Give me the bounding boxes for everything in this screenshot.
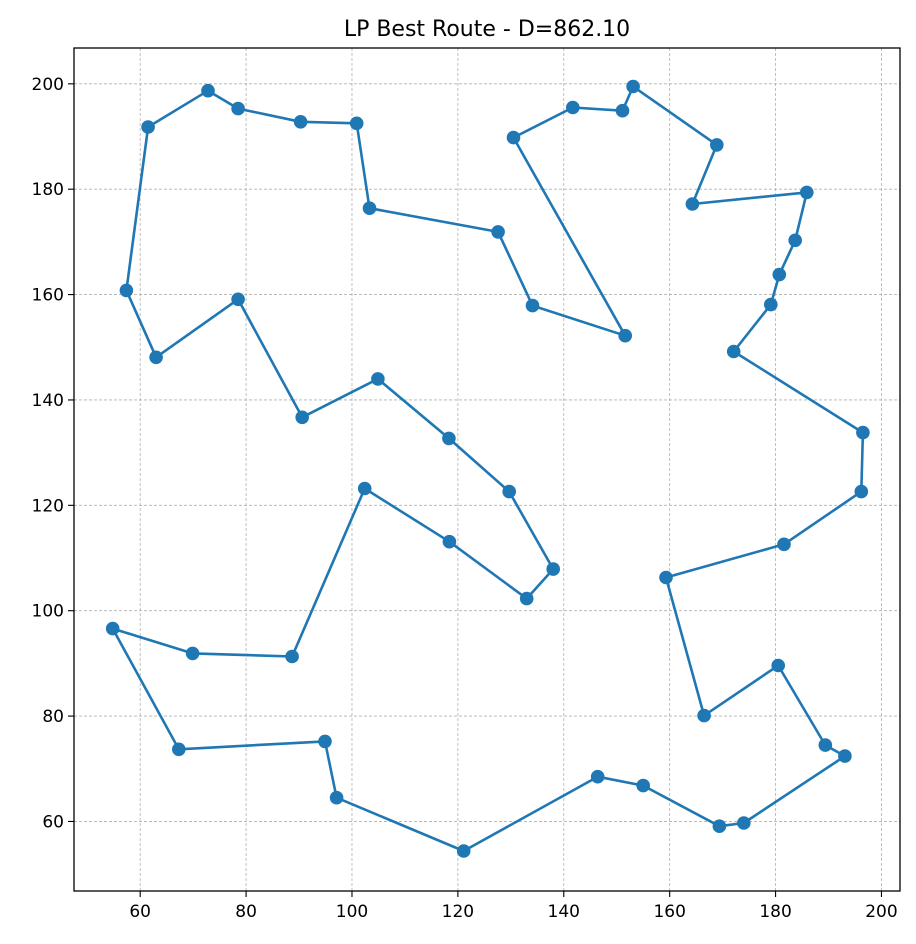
route-point (566, 100, 580, 115)
route-point (293, 115, 308, 129)
x-tick-label: 140 (548, 902, 580, 922)
route-point (618, 328, 632, 343)
points-layer (105, 79, 870, 858)
y-tick-label: 100 (32, 602, 64, 622)
route-point (318, 734, 332, 749)
route-point (329, 790, 344, 805)
route-line (111, 85, 865, 853)
route-point (685, 197, 700, 211)
route-point (772, 267, 787, 282)
route-point (185, 646, 200, 661)
y-tick-label: 160 (32, 286, 64, 306)
route-point (285, 649, 299, 664)
route-point (626, 79, 640, 94)
route-point (546, 562, 560, 576)
route-point (777, 537, 791, 552)
x-tick-label: 120 (442, 902, 474, 922)
route-point (295, 410, 310, 425)
y-tick-label: 120 (32, 496, 64, 516)
route-point (659, 570, 673, 585)
x-tick-label: 160 (653, 902, 685, 922)
route-point (456, 844, 471, 858)
route-point (764, 297, 778, 312)
route-point (856, 425, 870, 440)
y-tick-label: 200 (32, 75, 64, 95)
route-point (726, 344, 741, 359)
y-tick-label: 80 (42, 707, 64, 727)
route-point (119, 283, 134, 298)
route-point (201, 83, 215, 98)
route-point (636, 778, 650, 793)
route-point (349, 116, 364, 131)
route-point (737, 816, 751, 830)
route-layer (111, 85, 865, 853)
y-tick-label: 180 (32, 180, 64, 200)
route-point (502, 484, 516, 499)
y-tick-label: 140 (32, 391, 64, 411)
x-tick-label: 100 (336, 902, 368, 922)
route-point (854, 484, 869, 499)
route-point (712, 819, 727, 833)
route-point (710, 138, 724, 152)
route-point (525, 298, 540, 313)
route-point (519, 591, 534, 606)
route-point (491, 225, 505, 239)
route-point (442, 431, 456, 446)
route-point (590, 769, 605, 784)
route-point (231, 292, 245, 307)
x-tick-label: 180 (759, 902, 791, 922)
y-tick-label: 60 (42, 812, 64, 832)
route-point (442, 534, 457, 549)
route-point (357, 481, 372, 496)
x-axis-ticks: 60 80 100 120 140 160 180 200 (129, 891, 898, 922)
plot-frame (73, 47, 901, 892)
chart-title: LP Best Route - D=862.10 (344, 17, 630, 42)
route-point (615, 103, 630, 118)
route-point (105, 621, 120, 636)
route-point (231, 101, 245, 116)
route-point (818, 738, 833, 752)
route-point (838, 749, 852, 763)
x-tick-label: 200 (865, 902, 897, 922)
route-point (371, 372, 385, 386)
route-point (362, 201, 377, 215)
x-tick-label: 80 (235, 902, 257, 922)
grid-layer (74, 48, 900, 891)
route-point (149, 350, 163, 365)
route-point (697, 708, 711, 723)
route-point (800, 185, 814, 200)
x-tick-label: 60 (129, 902, 151, 922)
y-axis-ticks: 60 80 100 120 140 160 180 200 (32, 75, 74, 832)
route-point (141, 120, 155, 134)
route-point (172, 742, 186, 757)
route-point (788, 233, 802, 248)
route-point (506, 130, 521, 145)
route-point (771, 658, 785, 673)
